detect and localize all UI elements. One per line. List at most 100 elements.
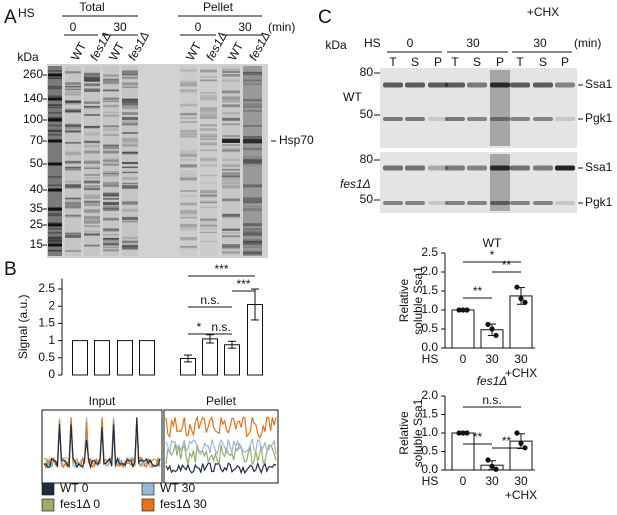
band	[222, 181, 240, 185]
band	[467, 82, 487, 88]
ladder-band	[48, 112, 62, 114]
label: Total	[79, 0, 104, 14]
ladder-band	[48, 130, 62, 133]
trace	[165, 461, 277, 475]
band	[103, 150, 119, 154]
band	[84, 88, 100, 93]
band	[84, 113, 100, 116]
band	[200, 194, 217, 197]
band	[180, 69, 197, 72]
ladder-band	[48, 240, 62, 242]
band	[490, 82, 510, 88]
band	[103, 100, 119, 102]
y-tick-label: 2.5	[421, 245, 438, 259]
band	[200, 164, 217, 167]
band	[200, 111, 217, 116]
y-tick-label: 0.0	[421, 340, 438, 354]
band	[180, 102, 197, 106]
label: 50	[360, 107, 374, 121]
ladder-band	[48, 106, 62, 109]
y-tick-label: 0.5	[421, 444, 438, 458]
band	[200, 149, 217, 152]
band	[200, 69, 217, 72]
band	[103, 114, 119, 117]
band	[383, 201, 403, 205]
label: Ssa1	[585, 160, 613, 174]
label: T	[389, 55, 397, 69]
band	[200, 224, 217, 227]
band	[533, 82, 553, 88]
data-point	[485, 457, 491, 463]
band	[103, 163, 119, 166]
ladder-band	[48, 227, 62, 230]
legend-swatch	[141, 482, 155, 496]
band	[180, 171, 197, 173]
band	[65, 200, 81, 204]
band	[222, 251, 240, 255]
significance-label: **	[473, 284, 483, 298]
band	[243, 79, 262, 82]
band	[65, 86, 81, 88]
band	[200, 174, 217, 177]
band	[243, 240, 262, 244]
legend-label: fes1Δ 30	[160, 497, 207, 511]
band	[222, 229, 240, 231]
data-point	[464, 430, 470, 436]
band	[103, 97, 119, 100]
band	[222, 228, 240, 231]
band	[103, 158, 119, 162]
band	[180, 211, 197, 215]
band	[243, 99, 262, 102]
band	[243, 250, 262, 254]
label: 0	[70, 20, 77, 34]
band	[65, 203, 81, 205]
y-tick-label: 2	[48, 298, 55, 312]
y-tick-label: 1	[48, 333, 55, 347]
band	[84, 177, 100, 179]
label: +CHX	[527, 5, 559, 19]
y-tick-label: 0.5	[38, 350, 55, 364]
band	[222, 96, 240, 100]
ladder-lane	[48, 66, 62, 256]
band	[243, 228, 262, 231]
band	[222, 112, 240, 115]
band	[180, 89, 197, 92]
lane	[122, 66, 138, 256]
band	[103, 128, 119, 131]
band	[122, 208, 138, 212]
bar	[202, 338, 218, 376]
band	[122, 166, 138, 169]
band	[65, 108, 81, 112]
label: fes1Δ	[246, 29, 273, 63]
band	[122, 76, 138, 79]
panel-label: B	[4, 259, 17, 280]
label: 70	[30, 133, 44, 147]
band	[180, 236, 197, 241]
band	[84, 126, 100, 129]
band	[243, 99, 262, 102]
band	[103, 89, 119, 92]
band	[122, 186, 138, 190]
band	[180, 80, 197, 84]
band	[103, 240, 119, 242]
band	[103, 184, 119, 188]
band	[222, 173, 240, 175]
band	[84, 77, 100, 79]
band	[84, 233, 100, 236]
band	[84, 105, 100, 108]
band	[180, 117, 197, 119]
ladder-band	[48, 223, 62, 227]
band	[84, 174, 100, 176]
band	[222, 198, 240, 202]
significance-label: **	[502, 434, 512, 448]
band	[122, 86, 138, 89]
band	[103, 217, 119, 221]
band	[533, 201, 553, 205]
band	[243, 125, 262, 127]
ladder-band	[48, 95, 62, 98]
band	[122, 216, 138, 221]
band	[180, 153, 197, 155]
bar	[139, 340, 155, 376]
y-tick-label: 2.0	[421, 264, 438, 278]
band	[122, 220, 138, 222]
